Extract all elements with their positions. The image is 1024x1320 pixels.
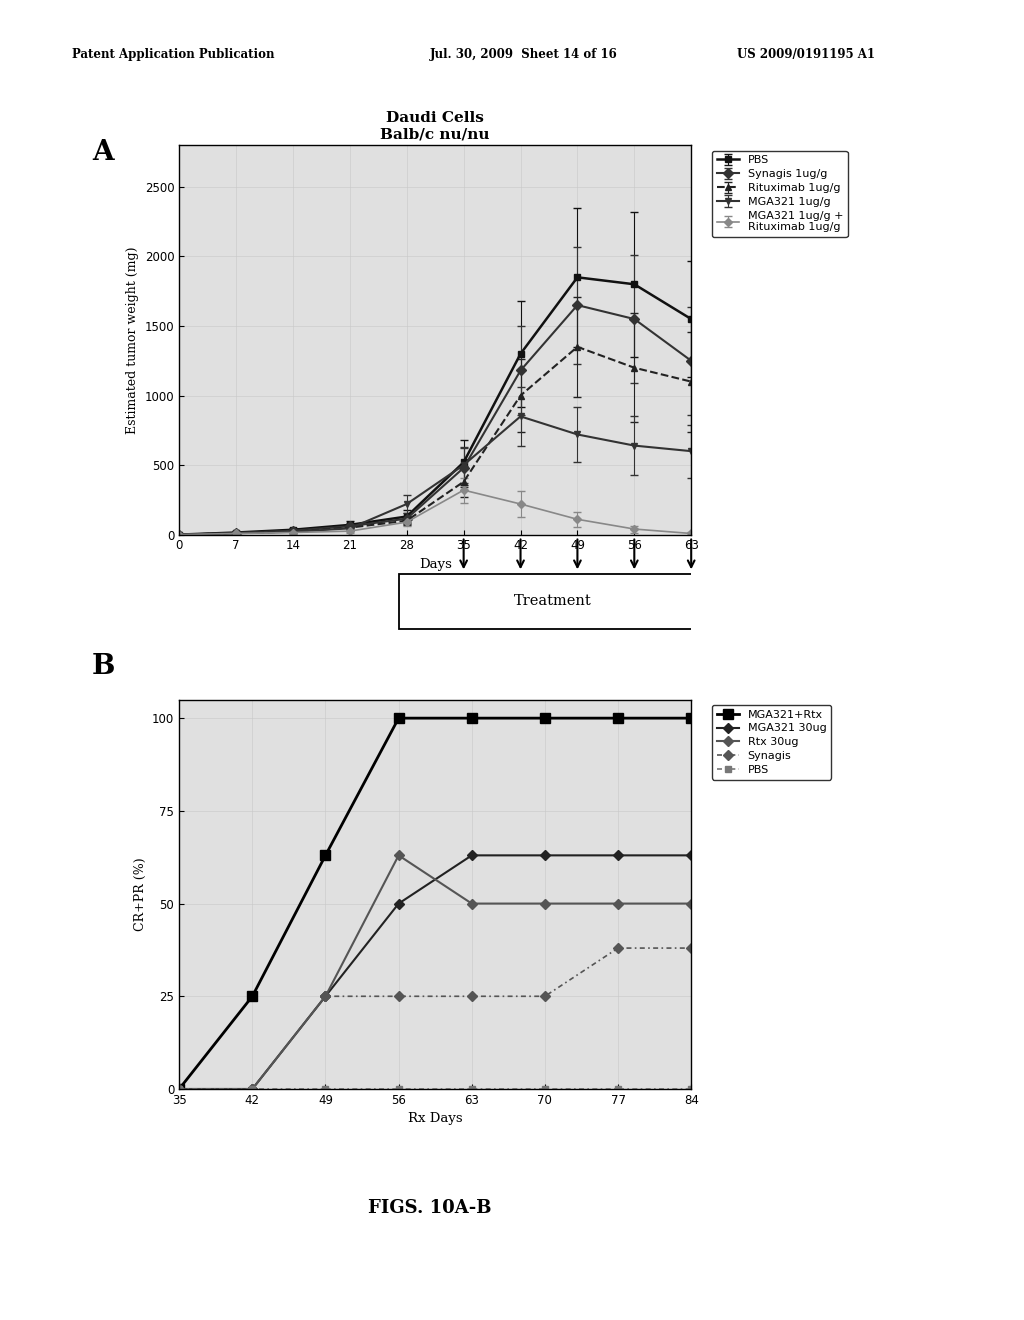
Rtx 30ug [392, 847, 404, 863]
Synagis [319, 989, 332, 1005]
Text: Jul. 30, 2009  Sheet 14 of 16: Jul. 30, 2009 Sheet 14 of 16 [430, 48, 617, 61]
Line: Synagis: Synagis [176, 945, 694, 1093]
Synagis [612, 940, 625, 956]
Rtx 30ug [246, 1081, 258, 1097]
Text: A: A [92, 139, 114, 165]
Synagis [173, 1081, 185, 1097]
X-axis label: Rx Days: Rx Days [408, 1113, 463, 1126]
PBS [685, 1081, 697, 1097]
Text: Treatment: Treatment [514, 594, 592, 609]
PBS [612, 1081, 625, 1097]
Line: PBS: PBS [176, 1085, 694, 1093]
PBS [246, 1081, 258, 1097]
Legend: MGA321+Rtx, MGA321 30ug, Rtx 30ug, Synagis, PBS: MGA321+Rtx, MGA321 30ug, Rtx 30ug, Synag… [712, 705, 830, 780]
Synagis [246, 1081, 258, 1097]
PBS [392, 1081, 404, 1097]
Rtx 30ug [319, 989, 332, 1005]
Rtx 30ug [685, 896, 697, 912]
Synagis [685, 940, 697, 956]
MGA321 30ug [539, 847, 551, 863]
Text: US 2009/0191195 A1: US 2009/0191195 A1 [737, 48, 876, 61]
Synagis [466, 989, 478, 1005]
Rtx 30ug [466, 896, 478, 912]
Text: FIGS. 10A-B: FIGS. 10A-B [369, 1199, 492, 1217]
MGA321+Rtx [685, 710, 697, 726]
MGA321 30ug [685, 847, 697, 863]
MGA321+Rtx [612, 710, 625, 726]
Title: Daudi Cells
Balb/c nu/nu: Daudi Cells Balb/c nu/nu [381, 111, 489, 141]
Rtx 30ug [173, 1081, 185, 1097]
PBS [466, 1081, 478, 1097]
MGA321 30ug [246, 1081, 258, 1097]
MGA321+Rtx [466, 710, 478, 726]
PBS [173, 1081, 185, 1097]
MGA321 30ug [319, 989, 332, 1005]
Text: Patent Application Publication: Patent Application Publication [72, 48, 274, 61]
FancyBboxPatch shape [398, 574, 708, 628]
MGA321 30ug [466, 847, 478, 863]
Y-axis label: Estimated tumor weight (mg): Estimated tumor weight (mg) [126, 246, 139, 434]
MGA321 30ug [173, 1081, 185, 1097]
PBS [319, 1081, 332, 1097]
MGA321+Rtx [539, 710, 551, 726]
Synagis [539, 989, 551, 1005]
MGA321 30ug [612, 847, 625, 863]
PBS [539, 1081, 551, 1097]
MGA321+Rtx [319, 847, 332, 863]
Legend: PBS, Synagis 1ug/g, Rituximab 1ug/g, MGA321 1ug/g, MGA321 1ug/g +
Rituximab 1ug/: PBS, Synagis 1ug/g, Rituximab 1ug/g, MGA… [712, 150, 848, 236]
MGA321+Rtx [246, 989, 258, 1005]
Line: MGA321+Rtx: MGA321+Rtx [174, 713, 696, 1094]
Y-axis label: CR+PR (%): CR+PR (%) [133, 858, 146, 931]
Synagis [392, 989, 404, 1005]
Text: B: B [92, 653, 116, 680]
MGA321 30ug [392, 896, 404, 912]
Line: MGA321 30ug: MGA321 30ug [176, 851, 694, 1093]
MGA321+Rtx [392, 710, 404, 726]
Rtx 30ug [612, 896, 625, 912]
MGA321+Rtx [173, 1081, 185, 1097]
Rtx 30ug [539, 896, 551, 912]
Line: Rtx 30ug: Rtx 30ug [176, 851, 694, 1093]
X-axis label: Days: Days [419, 558, 452, 572]
